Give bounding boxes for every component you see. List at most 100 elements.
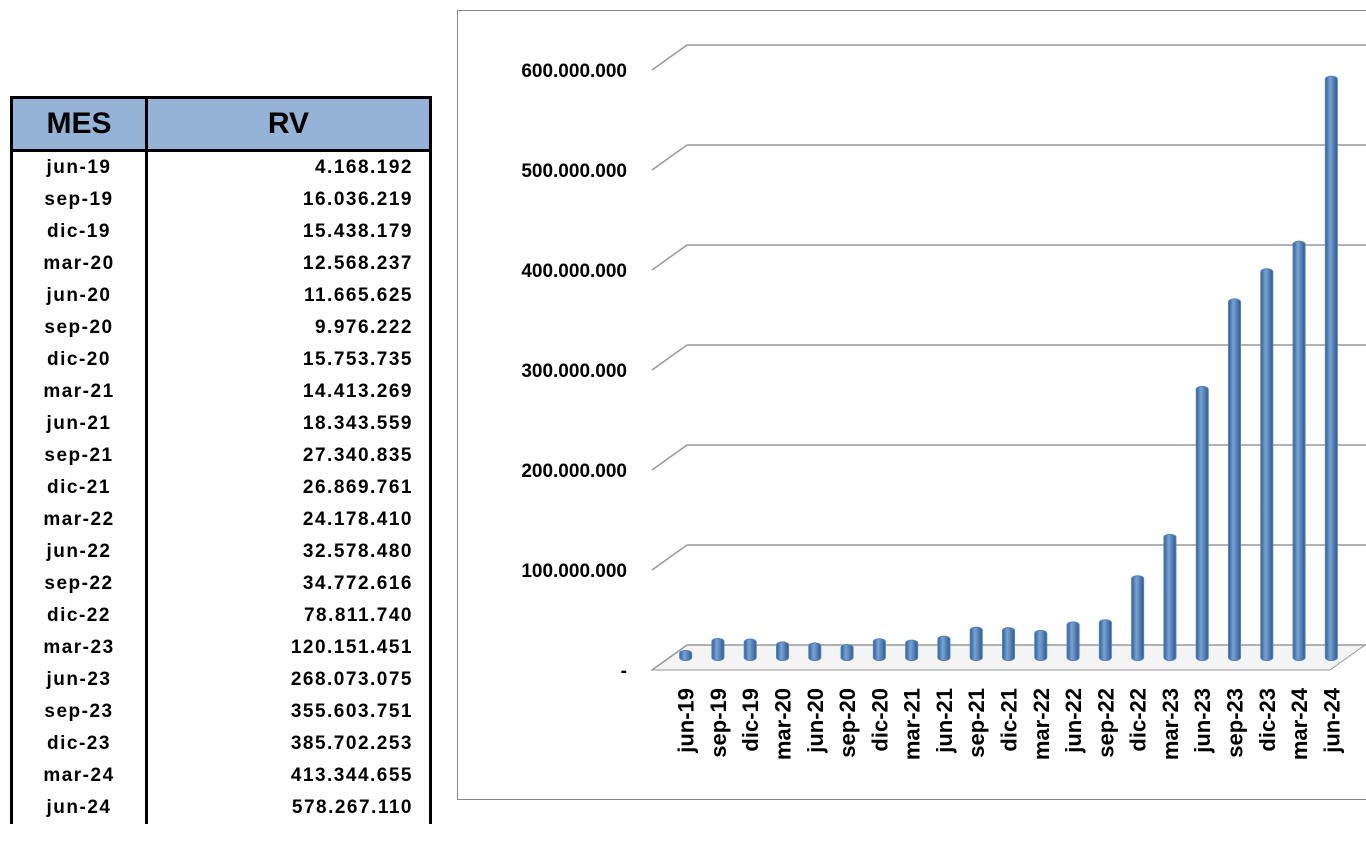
bar	[1002, 627, 1015, 662]
table-row: mar-22 24.178.410	[10, 504, 432, 536]
value-cell: 578.267.110	[145, 792, 432, 824]
table-row: jun-19 4.168.192	[10, 150, 432, 184]
month-cell: jun-23	[10, 664, 148, 696]
value-cell: 9.976.222	[145, 312, 432, 344]
y-tick-label: 600.000.000	[521, 61, 627, 82]
x-tick-label: sep-23	[1223, 688, 1248, 758]
y-tick-label: 300.000.000	[521, 361, 627, 382]
value-cell: 413.344.655	[145, 760, 432, 792]
value-cell: 120.151.451	[145, 632, 432, 664]
grid-line-side	[651, 444, 688, 471]
bar	[1098, 619, 1112, 661]
bar	[969, 626, 983, 662]
bar	[743, 638, 757, 662]
month-cell: jun-24	[10, 792, 148, 824]
month-cell: sep-21	[10, 440, 148, 472]
bar	[1066, 621, 1080, 661]
month-cell: mar-23	[10, 632, 148, 664]
table-row: jun-20 11.665.625	[10, 280, 432, 312]
header-cell: MES	[10, 96, 148, 152]
bar	[1228, 298, 1241, 661]
y-tick-label: 200.000.000	[521, 461, 627, 482]
x-tick-label: jun-19	[674, 688, 699, 754]
month-cell: dic-19	[10, 216, 148, 248]
table-row: dic-22 78.811.740	[10, 600, 432, 632]
month-cell: sep-20	[10, 312, 148, 344]
table-row: mar-24 413.344.655	[10, 760, 432, 792]
bar	[1324, 75, 1338, 661]
value-cell: 11.665.625	[145, 280, 432, 312]
x-tick-label: dic-19	[738, 688, 763, 752]
month-cell: mar-20	[10, 248, 148, 280]
month-cell: dic-20	[10, 344, 148, 376]
table-row: jun-22 32.578.480	[10, 536, 432, 568]
month-cell: dic-23	[10, 728, 148, 760]
table-row: jun-24 578.267.110	[10, 792, 432, 824]
bar	[1260, 268, 1274, 661]
value-cell: 32.578.480	[145, 536, 432, 568]
value-cell: 15.438.179	[145, 216, 432, 248]
bar	[872, 638, 886, 662]
month-cell: mar-24	[10, 760, 148, 792]
y-tick-label: 500.000.000	[521, 161, 627, 182]
value-cell: 24.178.410	[145, 504, 432, 536]
value-cell: 78.811.740	[145, 600, 432, 632]
x-tick-label: dic-22	[1126, 688, 1151, 752]
grid-line-side	[651, 344, 688, 371]
value-cell: 15.753.735	[145, 344, 432, 376]
table-header: MES RV	[10, 96, 432, 152]
x-tick-label: sep-20	[835, 688, 860, 758]
x-tick-label: jun-23	[1190, 688, 1215, 754]
x-tick-label: sep-22	[1093, 688, 1118, 758]
month-cell: mar-22	[10, 504, 148, 536]
month-cell: jun-19	[10, 150, 148, 184]
month-cell: mar-21	[10, 376, 148, 408]
table-row: sep-19 16.036.219	[10, 184, 432, 216]
x-tick-label: jun-21	[932, 688, 957, 754]
x-tick-label: jun-20	[803, 688, 828, 754]
x-tick-label: dic-21	[997, 688, 1022, 752]
month-cell: jun-20	[10, 280, 148, 312]
header-cell: RV	[145, 96, 432, 152]
table-row: jun-23 268.073.075	[10, 664, 432, 696]
value-cell: 355.603.751	[145, 696, 432, 728]
x-tick-label: mar-21	[900, 688, 925, 760]
grid-line-side	[651, 144, 688, 171]
bar	[1195, 385, 1209, 661]
bar	[905, 639, 919, 661]
value-cell: 268.073.075	[145, 664, 432, 696]
value-cell: 26.869.761	[145, 472, 432, 504]
x-tick-label: sep-19	[706, 688, 731, 758]
table-row: dic-21 26.869.761	[10, 472, 432, 504]
month-cell: jun-22	[10, 536, 148, 568]
grid-line-side	[651, 44, 688, 71]
table-row: sep-22 34.772.616	[10, 568, 432, 600]
x-tick-label: mar-22	[1029, 688, 1054, 760]
value-cell: 34.772.616	[145, 568, 432, 600]
month-cell: sep-22	[10, 568, 148, 600]
table-row: dic-19 15.438.179	[10, 216, 432, 248]
grid-line-side	[651, 644, 688, 671]
y-tick-label: 400.000.000	[521, 261, 627, 282]
table-row: mar-20 12.568.237	[10, 248, 432, 280]
value-cell: 4.168.192	[145, 150, 432, 184]
grid-line-side	[651, 244, 688, 271]
value-cell: 12.568.237	[145, 248, 432, 280]
bar	[840, 644, 854, 662]
bar	[937, 635, 951, 661]
table-row: jun-21 18.343.559	[10, 408, 432, 440]
table-row: sep-21 27.340.835	[10, 440, 432, 472]
x-tick-label: sep-21	[964, 688, 989, 758]
table-row: sep-20 9.976.222	[10, 312, 432, 344]
month-cell: jun-21	[10, 408, 148, 440]
x-tick-label: jun-24	[1319, 687, 1344, 754]
table-row: sep-23 355.603.751	[10, 696, 432, 728]
y-tick-label: -	[621, 661, 627, 682]
value-cell: 16.036.219	[145, 184, 432, 216]
value-cell: 18.343.559	[145, 408, 432, 440]
x-tick-label: mar-20	[771, 688, 796, 760]
x-tick-label: mar-24	[1287, 687, 1312, 760]
table-row: mar-23 120.151.451	[10, 632, 432, 664]
value-cell: 27.340.835	[145, 440, 432, 472]
